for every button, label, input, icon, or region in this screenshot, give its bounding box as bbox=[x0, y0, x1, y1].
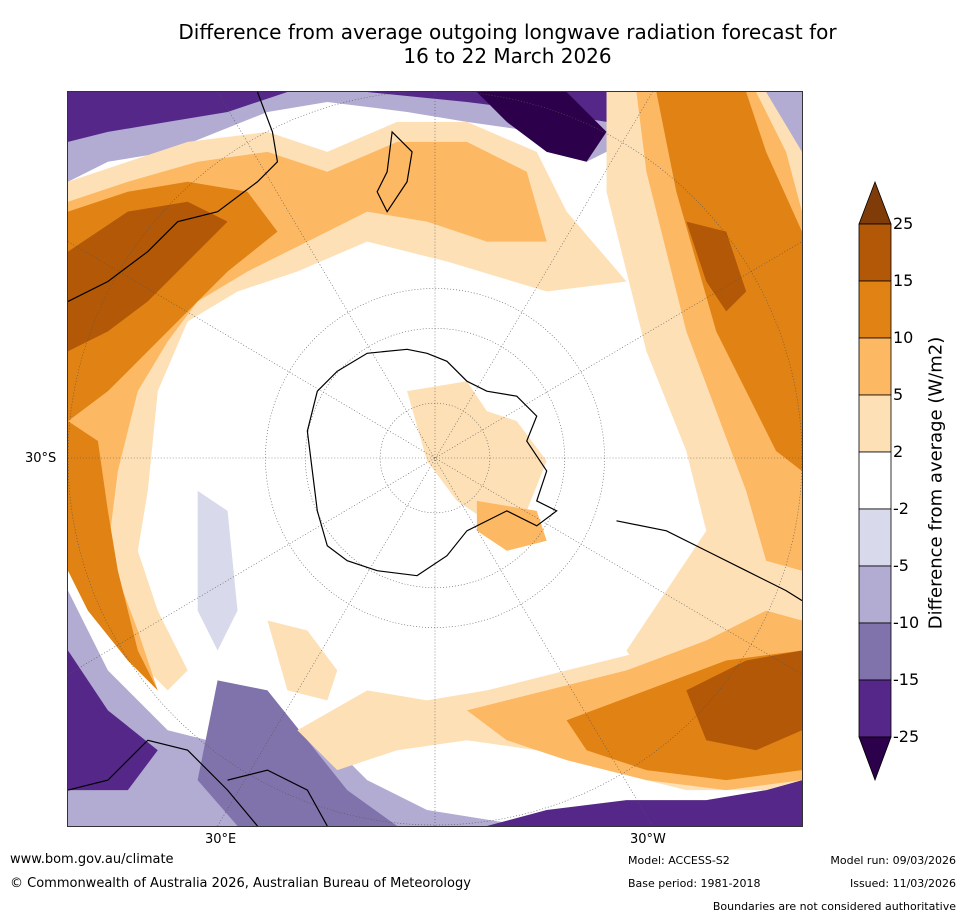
chart-title: Difference from average outgoing longwav… bbox=[50, 20, 965, 68]
pos-region-east-core bbox=[686, 221, 747, 312]
neg-region-north-core bbox=[476, 92, 607, 162]
colorbar-tick: -5 bbox=[893, 556, 909, 575]
latitude-label-30s: 30°S bbox=[25, 451, 57, 466]
model-run-date: Model run: 09/03/2026 bbox=[830, 854, 956, 867]
base-period: Base period: 1981-2018 bbox=[628, 877, 761, 890]
website-link[interactable]: www.bom.gov.au/climate bbox=[10, 852, 174, 867]
longitude-label-30w: 30°W bbox=[630, 832, 666, 847]
colorbar-band-m5-m10 bbox=[858, 565, 892, 624]
colorbar-band-neutral bbox=[858, 451, 892, 510]
positive-anomaly-regions bbox=[68, 92, 802, 791]
colorbar-band-5-10 bbox=[858, 337, 892, 396]
neg-region-southeast bbox=[486, 780, 802, 826]
graticule bbox=[68, 92, 802, 826]
title-line-1: Difference from average outgoing longwav… bbox=[178, 20, 837, 44]
copyright-notice: © Commonwealth of Australia 2026, Austra… bbox=[10, 876, 471, 891]
africa-south-coast bbox=[227, 769, 328, 826]
negative-anomaly-regions bbox=[68, 92, 802, 826]
south-america-coast bbox=[616, 520, 802, 602]
model-name: Model: ACCESS-S2 bbox=[628, 854, 730, 867]
africa-coast bbox=[68, 739, 258, 826]
colorbar-band-10-15 bbox=[858, 280, 892, 339]
new-zealand-coast bbox=[376, 130, 413, 213]
antarctica-coast bbox=[306, 348, 558, 577]
pos-region-west-core bbox=[68, 201, 228, 352]
pos-region-antarctic-a bbox=[407, 381, 547, 521]
neg-region-east-top bbox=[766, 92, 802, 212]
pos-region-south-patch bbox=[267, 620, 338, 701]
pos-region-southeast-core bbox=[686, 650, 802, 751]
colorbar-tick: -25 bbox=[893, 727, 920, 746]
polar-map bbox=[67, 91, 803, 827]
neg-region-northwest-deep bbox=[68, 92, 627, 142]
australia-coast bbox=[68, 92, 279, 302]
colorbar-band-m10-m15 bbox=[858, 622, 892, 681]
colorbar-tick: -15 bbox=[893, 670, 920, 689]
neg-region-south-mid bbox=[197, 680, 398, 826]
colorbar bbox=[858, 180, 892, 782]
longitude-label-30e: 30°E bbox=[205, 832, 237, 847]
colorbar-tick: 15 bbox=[893, 271, 914, 290]
pos-region-antarctic-b bbox=[476, 500, 547, 551]
colorbar-band-m15-m25 bbox=[858, 679, 892, 738]
colorbar-tick: 5 bbox=[893, 385, 904, 404]
issued-date: Issued: 11/03/2026 bbox=[849, 877, 956, 890]
colorbar-tick: 10 bbox=[893, 328, 914, 347]
coastlines bbox=[68, 92, 802, 826]
colorbar-tick: 2 bbox=[893, 442, 904, 461]
neg-region-center-left bbox=[197, 490, 238, 651]
colorbar-tick: -2 bbox=[893, 499, 909, 518]
boundary-disclaimer: Boundaries are not considered authoritat… bbox=[712, 900, 956, 913]
colorbar-tick: 25 bbox=[893, 214, 914, 233]
colorbar-arrow-top bbox=[858, 180, 892, 225]
colorbar-band-m2-m5 bbox=[858, 508, 892, 567]
colorbar-arrow-bottom bbox=[858, 736, 892, 782]
neg-region-south bbox=[68, 590, 527, 826]
title-line-2: 16 to 22 March 2026 bbox=[403, 44, 612, 68]
colorbar-band-15-25 bbox=[858, 223, 892, 282]
neg-region-south-deep bbox=[68, 650, 158, 791]
colorbar-band-2-5 bbox=[858, 394, 892, 453]
pos-region-west-band bbox=[68, 421, 158, 691]
colorbar-title: Difference from average (W/m2) bbox=[925, 336, 947, 630]
colorbar-tick: -10 bbox=[893, 613, 920, 632]
